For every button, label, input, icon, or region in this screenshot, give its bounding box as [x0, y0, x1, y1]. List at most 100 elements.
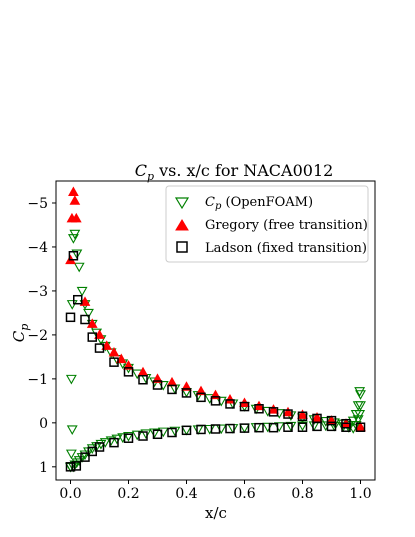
data-point-ladson	[326, 421, 337, 432]
data-point-openfoam	[123, 431, 134, 442]
data-point-ladson	[181, 388, 192, 398]
data-point-ladson	[283, 409, 293, 419]
data-point-ladson	[109, 357, 119, 367]
data-point-openfoam	[285, 421, 297, 432]
plot-area	[65, 186, 366, 473]
data-point-openfoam	[181, 425, 192, 436]
series-0	[65, 229, 366, 473]
data-point-ladson	[87, 332, 97, 342]
x-axis: 0.0 0.2 0.4 0.6 0.8 1.0	[59, 480, 372, 502]
legend-marker-gregory	[175, 219, 189, 231]
legend-label-ladson: Ladson (fixed transition)	[205, 241, 367, 256]
y-axis: −5 −4 −3 −2 −1 0 1	[27, 196, 56, 476]
data-point-ladson	[254, 404, 264, 414]
data-point-ladson	[80, 452, 90, 462]
data-point-openfoam	[140, 429, 152, 440]
legend-marker-openfoam	[174, 197, 190, 210]
data-point-openfoam	[86, 444, 98, 454]
data-point-gregory	[94, 329, 105, 339]
data-point-ladson	[297, 422, 308, 432]
data-point-ladson	[225, 399, 235, 409]
data-point-openfoam	[169, 426, 181, 437]
data-point-ladson	[94, 343, 105, 353]
data-point-ladson	[71, 461, 82, 471]
data-point-gregory	[108, 346, 120, 357]
y-tick-label: −4	[27, 240, 48, 256]
legend-label-gregory: Gregory (free transition)	[205, 218, 368, 233]
chart-title: Cp vs. x/c for NACA0012	[135, 161, 334, 183]
data-point-ladson	[167, 427, 177, 438]
data-point-openfoam	[354, 409, 366, 420]
legend-box	[165, 185, 369, 263]
x-tick-label: 0.8	[291, 486, 313, 502]
data-point-openfoam	[355, 390, 366, 400]
data-point-ladson	[239, 423, 250, 433]
x-tick-label: 1.0	[349, 486, 371, 502]
y-tick-label: −5	[27, 196, 48, 212]
data-point-gregory	[70, 212, 82, 223]
data-point-ladson	[152, 380, 163, 390]
data-point-ladson	[254, 422, 264, 433]
data-point-openfoam	[227, 424, 239, 434]
data-point-ladson	[109, 437, 119, 448]
data-point-ladson	[268, 422, 279, 433]
data-point-openfoam	[297, 421, 308, 432]
data-point-gregory	[137, 366, 149, 377]
data-point-ladson	[138, 431, 148, 441]
y-tick-label: −1	[27, 372, 48, 388]
data-point-gregory	[311, 412, 323, 422]
data-point-openfoam	[250, 423, 262, 433]
data-point-ladson	[210, 396, 221, 406]
data-point-ladson	[65, 462, 76, 472]
legend-marker-ladson	[176, 241, 188, 253]
x-axis-label: x/c	[205, 504, 227, 522]
x-tick-label: 0.4	[175, 486, 197, 502]
data-point-gregory	[224, 394, 236, 404]
data-point-openfoam	[83, 308, 94, 319]
data-point-gregory	[69, 195, 81, 205]
data-point-openfoam	[354, 387, 366, 397]
data-point-ladson	[312, 421, 322, 432]
x-tick-label: 0.6	[233, 486, 255, 502]
data-point-openfoam	[65, 449, 77, 460]
data-point-ladson	[283, 422, 293, 432]
data-point-ladson	[210, 424, 221, 434]
data-point-openfoam	[73, 262, 85, 273]
data-point-ladson	[80, 314, 90, 325]
data-point-ladson	[196, 392, 206, 403]
data-point-gregory	[101, 340, 113, 350]
y-tick-label: −3	[27, 284, 48, 300]
data-point-gregory	[86, 318, 98, 328]
data-point-ladson	[68, 251, 79, 261]
legend-label-openfoam: Cp (OpenFOAM)	[205, 195, 313, 212]
x-tick-label: 0.0	[59, 486, 81, 502]
data-point-gregory	[268, 404, 279, 414]
x-tick-label: 0.2	[117, 486, 139, 502]
data-point-gregory	[282, 406, 294, 417]
series-2	[65, 251, 366, 472]
data-point-gregory	[253, 400, 265, 411]
data-point-openfoam	[215, 424, 227, 435]
data-point-gregory	[115, 353, 127, 364]
data-point-ladson	[239, 401, 250, 412]
data-point-ladson	[123, 433, 134, 443]
y-tick-label: 0	[39, 416, 48, 432]
data-point-ladson	[268, 407, 279, 417]
data-point-ladson	[341, 422, 351, 432]
data-point-openfoam	[66, 425, 78, 436]
data-point-ladson	[138, 374, 148, 385]
data-point-ladson	[73, 294, 83, 305]
data-point-ladson	[167, 384, 177, 395]
data-point-ladson	[355, 422, 366, 432]
data-point-ladson	[196, 424, 206, 435]
y-axis-label: Cp	[10, 324, 31, 343]
data-point-openfoam	[71, 249, 83, 260]
y-tick-label: 1	[39, 460, 48, 476]
data-point-openfoam	[76, 286, 88, 297]
data-point-openfoam	[157, 427, 169, 438]
data-point-ladson	[297, 411, 308, 421]
data-point-ladson	[225, 423, 235, 434]
data-point-ladson	[152, 429, 163, 440]
data-point-openfoam	[355, 401, 366, 411]
axes-frame	[55, 180, 376, 481]
